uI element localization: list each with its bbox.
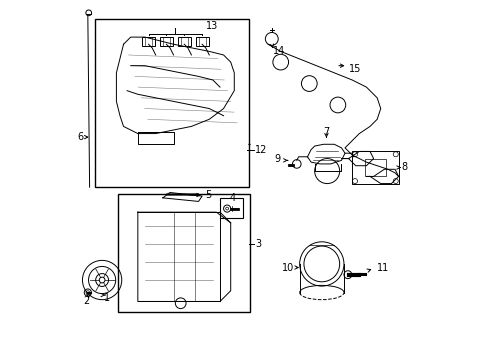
- Bar: [196, 37, 209, 46]
- Text: 11: 11: [376, 262, 389, 273]
- Text: 7: 7: [323, 127, 330, 137]
- Text: 14: 14: [273, 46, 285, 56]
- Text: 2: 2: [84, 296, 90, 306]
- Bar: [118, 194, 250, 312]
- Text: 15: 15: [349, 64, 362, 74]
- Text: 3: 3: [255, 239, 261, 249]
- Bar: [352, 152, 398, 184]
- Bar: [178, 37, 191, 46]
- Bar: [365, 158, 386, 176]
- Text: 13: 13: [206, 21, 218, 31]
- Text: 8: 8: [401, 162, 407, 172]
- Text: 4: 4: [229, 193, 235, 203]
- Text: 9: 9: [274, 154, 281, 164]
- Bar: [95, 19, 248, 187]
- Text: 10: 10: [282, 262, 294, 273]
- Text: 5: 5: [205, 190, 211, 200]
- Bar: [220, 198, 243, 217]
- Text: 1: 1: [104, 293, 111, 303]
- Bar: [142, 37, 155, 46]
- Text: 12: 12: [255, 145, 268, 155]
- Text: 6: 6: [77, 132, 83, 142]
- Bar: [160, 37, 173, 46]
